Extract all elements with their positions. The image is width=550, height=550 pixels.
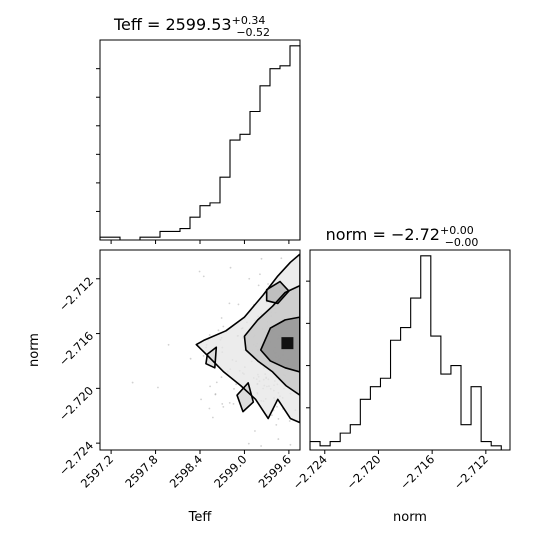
sample-point xyxy=(248,277,251,280)
norm-title-main: norm = −2.72 xyxy=(326,225,440,244)
norm-title: norm = −2.72+0.00 −0.00 xyxy=(326,224,479,249)
sample-point xyxy=(228,401,231,404)
contour-line xyxy=(265,280,290,305)
norm-y-axis-label: norm xyxy=(27,333,42,367)
norm-title-sup: +0.00 xyxy=(440,224,474,237)
contour-x-tick-label: 2598.4 xyxy=(167,452,205,490)
sample-point xyxy=(222,405,225,408)
sample-point xyxy=(157,386,159,389)
teff-title-main: Teff = 2599.53 xyxy=(113,15,232,34)
norm-x-axis-label: norm xyxy=(393,510,427,525)
contour-line xyxy=(243,284,300,397)
sample-point xyxy=(277,438,280,440)
contour-y-tick-label: −2.716 xyxy=(56,329,96,369)
sample-point xyxy=(288,420,291,422)
teff-title: Teff = 2599.53+0.34 −0.52 xyxy=(113,14,270,39)
sample-point xyxy=(280,257,283,260)
sample-point xyxy=(208,407,211,410)
teff-marginal-panel: Teff = 2599.53+0.34 −0.52 xyxy=(96,14,301,244)
sample-point xyxy=(220,376,223,379)
norm-axes-frame xyxy=(309,249,511,451)
sample-point xyxy=(277,417,280,420)
norm-x-tick-label: −2.712 xyxy=(451,452,491,492)
sample-point xyxy=(232,402,235,405)
sample-point xyxy=(189,357,192,360)
sample-point xyxy=(198,270,201,273)
sample-point xyxy=(214,393,217,395)
sample-point xyxy=(233,387,235,390)
norm-x-tick-label: −2.716 xyxy=(397,452,437,492)
sample-point xyxy=(235,383,238,386)
sample-point xyxy=(202,354,205,357)
sample-point xyxy=(215,381,218,384)
sample-point xyxy=(260,445,262,447)
sample-point xyxy=(229,266,232,269)
contour-line xyxy=(205,346,218,369)
contour-line xyxy=(236,382,255,413)
contour-y-tick-label: −2.720 xyxy=(56,384,96,424)
teff-norm-contour-panel: 2597.2 2597.8 2598.4 2599.0 2599.6−2.712−2.7… xyxy=(27,225,301,525)
teff-histogram-step xyxy=(99,45,301,241)
sample-point xyxy=(257,284,260,287)
contour-x-tick-label: 2599.0 xyxy=(211,452,249,490)
sample-point xyxy=(167,343,170,346)
density-fill-level xyxy=(260,317,300,372)
teff-title-sub: −0.52 xyxy=(236,26,270,39)
norm-histogram-step xyxy=(309,255,510,451)
sample-point xyxy=(131,381,134,384)
sample-point xyxy=(270,414,273,417)
sample-point xyxy=(202,275,205,278)
sample-point xyxy=(228,302,231,305)
norm-x-tick-label: −2.724 xyxy=(290,452,330,492)
sample-point xyxy=(221,403,224,405)
sample-point xyxy=(222,325,225,328)
sample-point xyxy=(217,329,220,332)
contour-line xyxy=(195,253,300,424)
sample-point xyxy=(247,442,250,445)
sample-point xyxy=(259,273,261,276)
sample-point xyxy=(229,231,231,233)
teff-title-sup: +0.34 xyxy=(232,14,266,27)
sample-point xyxy=(208,334,211,336)
sample-point xyxy=(267,283,269,285)
sample-point xyxy=(214,393,217,396)
norm-title-sub: −0.00 xyxy=(445,236,479,249)
sample-point xyxy=(275,423,278,426)
sample-point xyxy=(211,416,214,419)
sample-point xyxy=(260,257,263,260)
teff-x-axis-label: Teff xyxy=(188,510,213,525)
sample-point xyxy=(209,385,211,388)
contour-x-tick-label: 2597.8 xyxy=(122,452,160,490)
sample-point xyxy=(281,225,283,227)
contour-x-tick-label: 2599.6 xyxy=(256,452,294,490)
sample-point xyxy=(237,303,240,306)
contour-plot-area xyxy=(131,225,300,447)
sample-point xyxy=(276,405,278,408)
norm-marginal-panel: −2.724 −2.720 −2.716 −2.712 norm = −2.72+0.0… xyxy=(290,224,511,525)
sample-point xyxy=(254,430,256,432)
sample-point xyxy=(220,317,223,319)
sample-point xyxy=(289,443,292,446)
sample-point xyxy=(200,398,202,401)
density-peak xyxy=(281,337,294,350)
norm-x-tick-label: −2.720 xyxy=(344,452,384,492)
contour-line xyxy=(259,316,300,373)
contour-y-tick-label: −2.712 xyxy=(56,274,96,314)
